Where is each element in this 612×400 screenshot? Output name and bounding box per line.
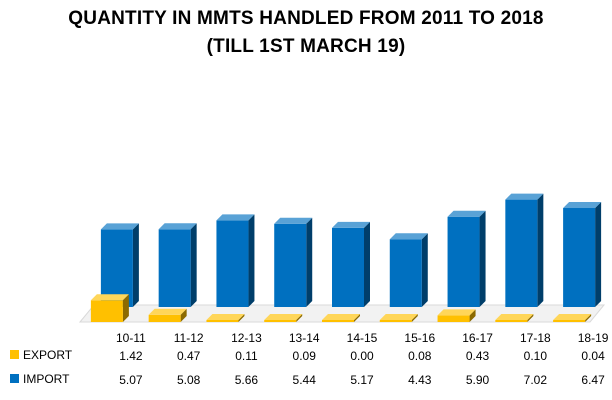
export-bar-10-11-side	[122, 294, 129, 322]
import-bar-18-19-side	[595, 202, 602, 307]
import-value-label: 5.17	[350, 373, 374, 387]
export-bar-15-16-top	[379, 314, 418, 320]
import-bar-15-16-side	[421, 233, 428, 307]
legend-export-swatch	[10, 350, 19, 359]
legend-import-swatch	[10, 374, 19, 383]
import-bar-18-19-top	[563, 202, 602, 209]
category-label: 10-11	[116, 331, 146, 345]
import-value-label: 5.90	[466, 373, 490, 387]
export-bar-17-18	[495, 320, 528, 322]
category-label: 15-16	[404, 331, 435, 345]
export-bar-12-13-side	[238, 314, 245, 322]
export-bar-16-17	[437, 315, 470, 322]
import-value-label: 6.47	[581, 373, 605, 387]
export-bar-10-11-top	[90, 294, 129, 301]
export-bar-11-12-side	[180, 308, 187, 322]
import-bar-12-13	[216, 220, 249, 307]
category-label: 18-19	[578, 331, 609, 345]
category-label: 13-14	[289, 331, 320, 345]
import-value-label: 5.66	[235, 373, 259, 387]
export-bar-13-14	[264, 320, 297, 322]
export-bar-17-18-side	[527, 314, 534, 322]
import-bar-13-14-top	[274, 217, 313, 224]
export-value-label: 0.00	[350, 349, 374, 363]
category-label: 17-18	[520, 331, 551, 345]
export-value-label: 0.04	[581, 349, 605, 363]
export-value-label: 1.42	[119, 349, 143, 363]
import-bar-11-12-side	[190, 223, 197, 307]
import-bar-18-19	[563, 208, 596, 307]
export-value-label: 0.09	[293, 349, 317, 363]
category-label: 14-15	[347, 331, 378, 345]
import-bar-16-17-top	[447, 210, 486, 217]
export-bar-14-15-side	[354, 314, 360, 322]
export-bar-16-17-side	[469, 309, 476, 322]
export-bar-14-15	[322, 320, 354, 322]
export-bar-13-14-top	[264, 314, 303, 320]
chart-title: QUANTITY IN MMTS HANDLED FROM 2011 TO 20…	[68, 8, 544, 29]
import-bar-13-14	[274, 223, 307, 307]
import-bar-14-15	[332, 227, 364, 307]
import-bar-10-11-top	[100, 223, 139, 230]
legend-export-label: EXPORT	[23, 348, 73, 362]
export-bar-14-15-top	[322, 314, 360, 320]
category-label: 11-12	[174, 331, 204, 345]
export-bar-17-18-top	[495, 314, 534, 320]
import-bar-11-12-top	[158, 223, 197, 230]
export-bar-13-14-side	[296, 314, 303, 322]
import-value-label: 5.07	[119, 373, 143, 387]
category-label: 16-17	[462, 331, 493, 345]
import-bar-17-18-side	[537, 193, 544, 307]
import-bar-14-15-top	[332, 221, 370, 228]
chart-subtitle: (TILL 1ST MARCH 19)	[206, 36, 406, 57]
import-value-label: 7.02	[524, 373, 548, 387]
legend-import-label: IMPORT	[23, 372, 70, 386]
import-bar-16-17	[447, 216, 480, 307]
import-value-label: 5.44	[293, 373, 317, 387]
import-bar-10-11-side	[132, 223, 139, 307]
import-value-label: 4.43	[408, 373, 432, 387]
export-bar-11-12-top	[148, 308, 187, 315]
export-bar-15-16-side	[411, 314, 418, 322]
category-label: 12-13	[231, 331, 262, 345]
import-bar-17-18	[505, 199, 538, 307]
import-bar-15-16-top	[389, 233, 428, 240]
export-bar-11-12	[148, 314, 181, 322]
export-bar-18-19-top	[553, 314, 592, 320]
import-value-label: 5.08	[177, 373, 201, 387]
export-bar-18-19-side	[585, 314, 592, 322]
import-bar-15-16	[389, 239, 422, 307]
export-bar-15-16	[379, 320, 412, 322]
import-bar-12-13-top	[216, 214, 255, 221]
import-bar-12-13-side	[248, 214, 255, 307]
export-bar-12-13	[206, 320, 239, 322]
export-value-label: 0.11	[235, 349, 258, 363]
export-bar-16-17-top	[437, 309, 476, 316]
import-bar-10-11	[100, 229, 133, 307]
import-bar-17-18-top	[505, 193, 544, 200]
export-value-label: 0.08	[408, 349, 432, 363]
export-value-label: 0.47	[177, 349, 201, 363]
export-bar-18-19	[553, 320, 586, 322]
import-bar-16-17-side	[479, 210, 486, 307]
export-bar-12-13-top	[206, 314, 245, 320]
export-bar-10-11	[90, 300, 123, 322]
import-bar-14-15-side	[364, 221, 370, 307]
export-value-label: 0.43	[466, 349, 490, 363]
import-bar-11-12	[158, 229, 191, 307]
import-bar-13-14-side	[306, 217, 313, 307]
export-value-label: 0.10	[524, 349, 548, 363]
